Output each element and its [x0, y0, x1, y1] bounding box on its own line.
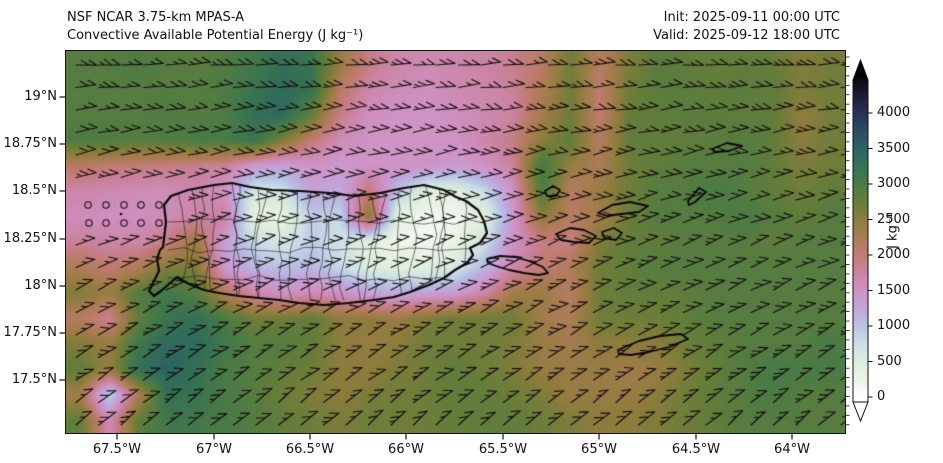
- colorbar-under-arrow: [852, 401, 869, 423]
- y-tick-label: 19°N: [24, 89, 57, 104]
- init-time-label: Init: 2025-09-11 00:00 UTC: [663, 10, 840, 25]
- x-tick-label: 67°W: [196, 442, 232, 457]
- colorbar-tick-label: 1000: [877, 318, 911, 333]
- y-tick-label: 17.5°N: [11, 372, 57, 387]
- x-tick-label: 64°W: [774, 442, 810, 457]
- valid-time-label: Valid: 2025-09-12 18:00 UTC: [653, 28, 840, 43]
- y-tick-label: 17.75°N: [3, 325, 57, 340]
- colorbar-tick-label: 0: [877, 389, 886, 404]
- colorbar-unit-label: J kg⁻¹: [885, 213, 901, 249]
- colorbar-tick-label: 3500: [877, 140, 911, 156]
- y-tick-label: 18.5°N: [11, 183, 57, 198]
- colorbar-tick-label: 1500: [877, 282, 911, 298]
- model-title: NSF NCAR 3.75-km MPAS-A: [67, 10, 245, 25]
- y-tick-label: 18.75°N: [3, 136, 57, 151]
- colorbar-tick-label: 500: [877, 353, 902, 369]
- field-title: Convective Available Potential Energy (J…: [67, 28, 364, 43]
- colorbar-over-arrow: [852, 58, 869, 81]
- x-tick-label: 65.5°W: [478, 442, 528, 457]
- cape-field-canvas: [66, 51, 845, 433]
- time-block: Init: 2025-09-11 00:00 UTC Valid: 2025-0…: [653, 9, 840, 45]
- colorbar: [852, 79, 869, 403]
- colorbar-tick-label: 2000: [877, 247, 911, 262]
- colorbar-tick-label: 4000: [877, 105, 911, 120]
- x-tick-label: 66.5°W: [285, 442, 335, 457]
- x-tick-label: 66°W: [388, 442, 424, 457]
- colorbar-tick-label: 3000: [877, 176, 911, 191]
- x-tick-label: 65°W: [581, 442, 617, 457]
- x-tick-label: 64.5°W: [671, 442, 721, 457]
- colorbar-tick-label: 2500: [877, 211, 911, 227]
- map-plot-area: [65, 50, 846, 434]
- x-tick-label: 67.5°W: [92, 442, 142, 457]
- y-tick-label: 18°N: [24, 278, 57, 293]
- y-tick-label: 18.25°N: [3, 231, 57, 246]
